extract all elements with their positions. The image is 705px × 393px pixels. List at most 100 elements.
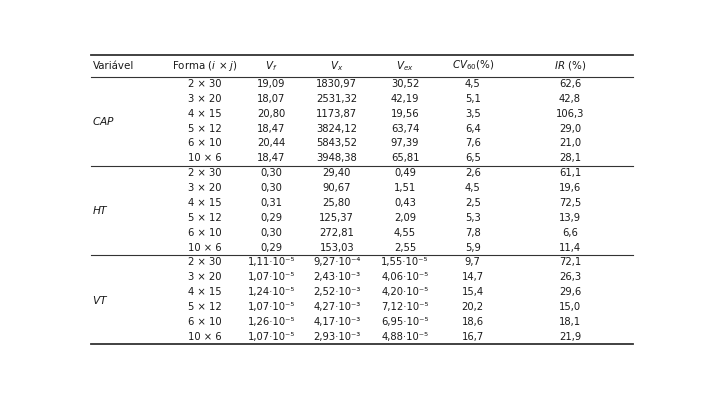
Text: 2531,32: 2531,32 [316, 94, 357, 104]
Text: 18,1: 18,1 [559, 317, 581, 327]
Text: 72,1: 72,1 [559, 257, 581, 268]
Text: 4 × 15: 4 × 15 [188, 109, 221, 119]
Text: 3 × 20: 3 × 20 [188, 94, 221, 104]
Text: 153,03: 153,03 [319, 242, 354, 253]
Text: 42,8: 42,8 [559, 94, 581, 104]
Text: 14,7: 14,7 [462, 272, 484, 283]
Text: 6,95·10⁻⁵: 6,95·10⁻⁵ [381, 317, 429, 327]
Text: $\mathit{HT}$: $\mathit{HT}$ [92, 204, 110, 217]
Text: 18,47: 18,47 [257, 153, 286, 163]
Text: Forma ($i$ $\times$ $j$): Forma ($i$ $\times$ $j$) [171, 59, 238, 73]
Text: 21,0: 21,0 [559, 138, 581, 149]
Text: 1,24·10⁻⁵: 1,24·10⁻⁵ [247, 287, 295, 297]
Text: 1,51: 1,51 [394, 183, 416, 193]
Text: 15,4: 15,4 [462, 287, 484, 297]
Text: 1830,97: 1830,97 [317, 79, 357, 89]
Text: 10 × 6: 10 × 6 [188, 242, 221, 253]
Text: $V_f$: $V_f$ [265, 59, 277, 73]
Text: 19,56: 19,56 [391, 109, 419, 119]
Text: 6 × 10: 6 × 10 [188, 138, 221, 149]
Text: 0,43: 0,43 [394, 198, 416, 208]
Text: 2,43·10⁻³: 2,43·10⁻³ [313, 272, 360, 283]
Text: 6 × 10: 6 × 10 [188, 228, 221, 238]
Text: 5,3: 5,3 [465, 213, 481, 223]
Text: 4,06·10⁻⁵: 4,06·10⁻⁵ [381, 272, 429, 283]
Text: $CV_{60}$(%): $CV_{60}$(%) [452, 59, 494, 72]
Text: 5 × 12: 5 × 12 [188, 213, 221, 223]
Text: 21,9: 21,9 [559, 332, 581, 342]
Text: 4 × 15: 4 × 15 [188, 287, 221, 297]
Text: 0,49: 0,49 [394, 168, 416, 178]
Text: 0,31: 0,31 [260, 198, 282, 208]
Text: 2 × 30: 2 × 30 [188, 79, 221, 89]
Text: 3 × 20: 3 × 20 [188, 272, 221, 283]
Text: 4,55: 4,55 [394, 228, 416, 238]
Text: 2,09: 2,09 [394, 213, 416, 223]
Text: 6 × 10: 6 × 10 [188, 317, 221, 327]
Text: 20,80: 20,80 [257, 109, 286, 119]
Text: 63,74: 63,74 [391, 123, 419, 134]
Text: 26,3: 26,3 [559, 272, 581, 283]
Text: 9,27·10⁻⁴: 9,27·10⁻⁴ [313, 257, 360, 268]
Text: 2,93·10⁻³: 2,93·10⁻³ [313, 332, 360, 342]
Text: 19,6: 19,6 [559, 183, 581, 193]
Text: 18,07: 18,07 [257, 94, 286, 104]
Text: 0,30: 0,30 [260, 228, 282, 238]
Text: 9,7: 9,7 [465, 257, 481, 268]
Text: 61,1: 61,1 [559, 168, 581, 178]
Text: 5 × 12: 5 × 12 [188, 302, 221, 312]
Text: 25,80: 25,80 [323, 198, 351, 208]
Text: 3948,38: 3948,38 [317, 153, 357, 163]
Text: 29,6: 29,6 [559, 287, 581, 297]
Text: 1,55·10⁻⁵: 1,55·10⁻⁵ [381, 257, 429, 268]
Text: Variável: Variável [92, 61, 134, 71]
Text: 4,20·10⁻⁵: 4,20·10⁻⁵ [381, 287, 429, 297]
Text: 2,5: 2,5 [465, 198, 481, 208]
Text: 65,81: 65,81 [391, 153, 419, 163]
Text: 4,27·10⁻³: 4,27·10⁻³ [313, 302, 360, 312]
Text: 18,6: 18,6 [462, 317, 484, 327]
Text: 15,0: 15,0 [559, 302, 581, 312]
Text: 20,44: 20,44 [257, 138, 286, 149]
Text: 125,37: 125,37 [319, 213, 354, 223]
Text: 1,26·10⁻⁵: 1,26·10⁻⁵ [247, 317, 295, 327]
Text: 11,4: 11,4 [559, 242, 581, 253]
Text: $\mathit{CAP}$: $\mathit{CAP}$ [92, 115, 116, 127]
Text: 97,39: 97,39 [391, 138, 419, 149]
Text: 5843,52: 5843,52 [317, 138, 357, 149]
Text: 90,67: 90,67 [322, 183, 351, 193]
Text: 19,09: 19,09 [257, 79, 286, 89]
Text: 20,2: 20,2 [462, 302, 484, 312]
Text: 2 × 30: 2 × 30 [188, 168, 221, 178]
Text: 6,5: 6,5 [465, 153, 481, 163]
Text: $\mathit{VT}$: $\mathit{VT}$ [92, 294, 109, 306]
Text: 16,7: 16,7 [462, 332, 484, 342]
Text: 0,29: 0,29 [260, 242, 282, 253]
Text: $IR$ (%): $IR$ (%) [554, 59, 586, 72]
Text: 30,52: 30,52 [391, 79, 419, 89]
Text: 18,47: 18,47 [257, 123, 286, 134]
Text: 72,5: 72,5 [559, 198, 581, 208]
Text: 4,5: 4,5 [465, 79, 481, 89]
Text: 28,1: 28,1 [559, 153, 581, 163]
Text: 42,19: 42,19 [391, 94, 419, 104]
Text: 2,52·10⁻³: 2,52·10⁻³ [313, 287, 360, 297]
Text: 10 × 6: 10 × 6 [188, 332, 221, 342]
Text: 4,5: 4,5 [465, 183, 481, 193]
Text: 29,0: 29,0 [559, 123, 581, 134]
Text: 272,81: 272,81 [319, 228, 354, 238]
Text: 3824,12: 3824,12 [317, 123, 357, 134]
Text: 3 × 20: 3 × 20 [188, 183, 221, 193]
Text: 1,11·10⁻⁵: 1,11·10⁻⁵ [247, 257, 295, 268]
Text: $V_x$: $V_x$ [330, 59, 343, 73]
Text: 6,4: 6,4 [465, 123, 481, 134]
Text: $V_{ex}$: $V_{ex}$ [396, 59, 414, 73]
Text: 2 × 30: 2 × 30 [188, 257, 221, 268]
Text: 5,9: 5,9 [465, 242, 481, 253]
Text: 0,29: 0,29 [260, 213, 282, 223]
Text: 7,6: 7,6 [465, 138, 481, 149]
Text: 0,30: 0,30 [260, 168, 282, 178]
Text: 2,6: 2,6 [465, 168, 481, 178]
Text: 1173,87: 1173,87 [316, 109, 357, 119]
Text: 13,9: 13,9 [559, 213, 581, 223]
